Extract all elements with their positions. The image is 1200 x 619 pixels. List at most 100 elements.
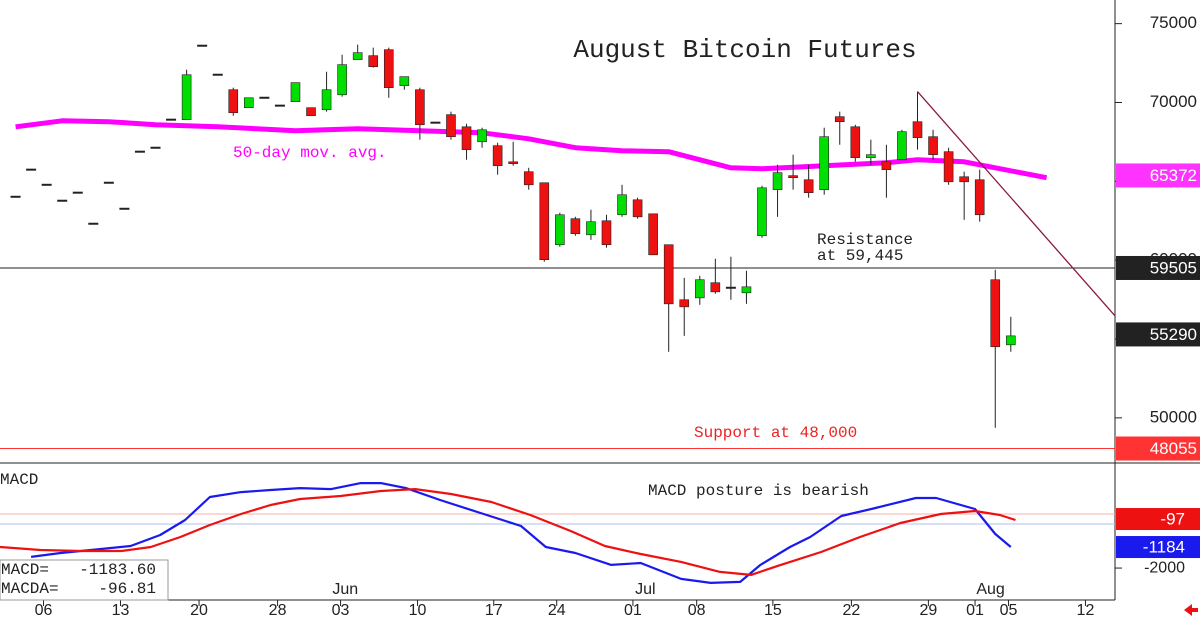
value-box: [1116, 536, 1200, 559]
annotation: Resistance: [817, 231, 913, 249]
candle-body: [632, 199, 643, 218]
legend-label: MACD=: [1, 561, 49, 579]
x-tick-label: 13: [112, 602, 130, 619]
y-tick-label: 50000: [1150, 407, 1197, 426]
annotation: MACD posture is bearish: [648, 482, 869, 500]
y-tick-label: -2000: [1144, 559, 1185, 576]
readout-box: [0, 559, 169, 601]
x-tick-label: 05: [1000, 602, 1018, 619]
x-tick-label: 06: [35, 602, 53, 619]
panel-title: MACD: [0, 471, 38, 489]
candle-body: [757, 187, 767, 237]
candle-body: [959, 176, 969, 183]
chart-title: August Bitcoin Futures: [573, 35, 916, 65]
x-tick-label: 08: [688, 602, 706, 619]
candle-body: [368, 55, 379, 67]
x-tick-label: 29: [919, 602, 937, 619]
candle-body: [990, 279, 1001, 348]
macd-line: [0, 488, 1016, 576]
x-tick-label: 28: [269, 602, 287, 619]
candle-body: [866, 154, 876, 158]
legend-label: MACDA=: [1, 580, 59, 598]
candle-body: [555, 214, 565, 246]
candle-body: [415, 89, 425, 126]
price-box: [1116, 255, 1200, 280]
price-box-label: 59505: [1150, 258, 1197, 277]
candle-body: [508, 161, 518, 164]
candle-body: [617, 194, 627, 216]
x-tick-label: 01: [624, 602, 642, 619]
x-tick-label: 22: [843, 602, 861, 619]
candle-body: [648, 213, 658, 256]
x-tick-label: 24: [548, 602, 566, 619]
month-label: Jun: [332, 581, 358, 598]
candle-body: [943, 151, 954, 183]
annotation: Support at 48,000: [694, 424, 857, 442]
candle-body: [539, 182, 550, 260]
candle-body: [601, 220, 612, 246]
candle-body: [694, 279, 705, 299]
candle-body: [352, 52, 363, 60]
readout-value: -96.81: [98, 580, 156, 598]
candle-body: [228, 89, 239, 114]
price-box: [1116, 322, 1200, 347]
candle-body: [663, 244, 674, 305]
candle-body: [897, 131, 907, 161]
month-label: Aug: [976, 581, 1004, 598]
x-tick-label: 12: [1077, 602, 1095, 619]
price-box: [1116, 163, 1200, 188]
y-tick-label: 70000: [1150, 92, 1197, 111]
candle-body: [912, 121, 923, 138]
candle-body: [679, 299, 690, 308]
candle-body: [321, 89, 332, 111]
candle-body: [399, 76, 410, 86]
candle-body: [819, 136, 829, 190]
macd-line: [30, 482, 1012, 584]
price-box-label: 48055: [1150, 439, 1197, 458]
candle-body: [1006, 335, 1016, 346]
candle-body: [928, 136, 938, 155]
candle-body: [881, 161, 892, 170]
x-tick-label: 15: [764, 602, 782, 619]
value-box-label: -97: [1160, 510, 1185, 529]
y-tick-label: 75000: [1150, 13, 1197, 32]
candle-body: [244, 97, 254, 108]
x-tick-label: 20: [190, 602, 208, 619]
trendline: [917, 91, 1116, 317]
candle-body: [477, 129, 487, 143]
candle-body: [850, 126, 861, 158]
candle-body: [523, 171, 534, 186]
candle-body: [492, 145, 503, 167]
x-tick-label: 17: [485, 602, 503, 619]
value-box-label: -1184: [1143, 538, 1185, 557]
candle-body: [337, 64, 347, 96]
candle-body: [181, 74, 192, 120]
x-tick-label: 03: [332, 602, 350, 619]
price-box: [1116, 436, 1200, 461]
candle-body: [446, 114, 456, 138]
price-box-label: 55290: [1150, 325, 1197, 344]
moving-average: [15, 118, 1048, 181]
x-tick-label: 10: [409, 602, 427, 619]
candle-body: [834, 116, 845, 123]
month-label: Jul: [635, 581, 655, 598]
candle-body: [803, 179, 814, 193]
candle-body: [741, 286, 752, 294]
candle-body: [383, 49, 394, 88]
candle-body: [974, 179, 985, 216]
candle-body: [710, 282, 721, 293]
value-box: [1116, 508, 1200, 531]
arrow-icon: [1184, 604, 1198, 616]
annotation: at 59,445: [817, 247, 903, 265]
candle-body: [586, 221, 596, 236]
ma-label: 50-day mov. avg.: [233, 144, 387, 162]
x-tick-label: 01: [966, 602, 984, 619]
candle-body: [788, 175, 798, 179]
candle-body: [290, 82, 301, 103]
price-box-label: 65372: [1150, 166, 1197, 185]
candle-body: [461, 126, 472, 150]
candle-body: [570, 218, 581, 234]
candle-body: [306, 107, 316, 117]
